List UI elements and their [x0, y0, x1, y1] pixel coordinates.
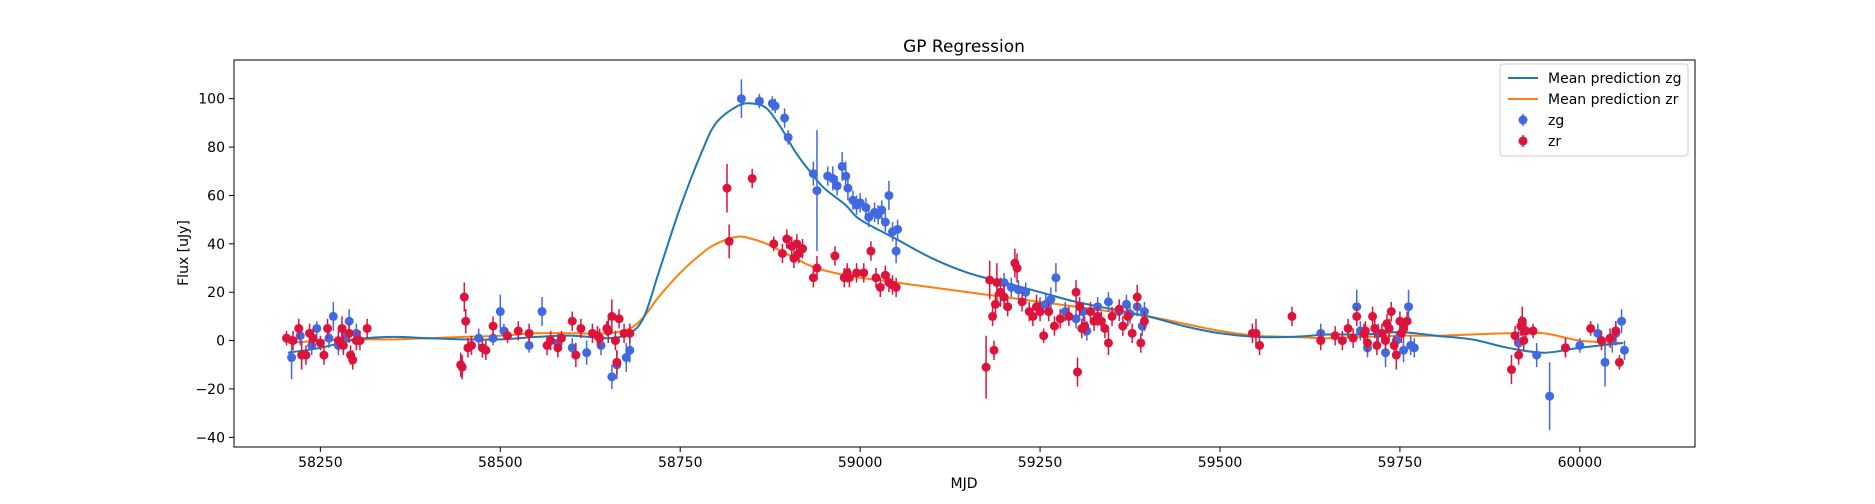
legend-label-mean-zr: Mean prediction zr — [1548, 92, 1679, 108]
y-tick-label: 0 — [216, 334, 225, 350]
x-tick-label: 58750 — [658, 455, 703, 471]
x-tick-label: 58250 — [298, 455, 343, 471]
legend-label-zg: zg — [1548, 113, 1564, 129]
x-axis-label: MJD — [951, 476, 978, 492]
x-tick-label: 60000 — [1558, 455, 1603, 471]
legend: Mean prediction zg Mean prediction zr zg… — [1500, 64, 1688, 156]
x-tick-label: 59750 — [1378, 455, 1423, 471]
x-tick-label: 59500 — [1198, 455, 1243, 471]
y-tick-label: −40 — [195, 430, 225, 446]
y-tick-label: 60 — [207, 188, 225, 204]
y-tick-label: −20 — [195, 382, 225, 398]
x-tick-label: 59000 — [838, 455, 883, 471]
chart-title: GP Regression — [903, 37, 1025, 57]
y-tick-label: 20 — [207, 285, 225, 301]
y-tick-label: 100 — [198, 92, 225, 108]
x-tick-label: 59250 — [1018, 455, 1063, 471]
legend-label-mean-zg: Mean prediction zg — [1548, 71, 1682, 87]
x-tick-label: 58500 — [478, 455, 523, 471]
y-axis-label: Flux [uJy] — [176, 220, 192, 286]
legend-label-zr: zr — [1548, 134, 1561, 150]
y-tick-label: 80 — [207, 140, 225, 156]
y-tick-label: 40 — [207, 237, 225, 253]
